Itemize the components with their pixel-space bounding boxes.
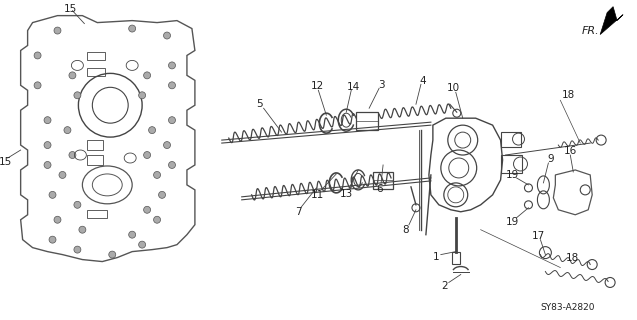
- Circle shape: [169, 82, 175, 89]
- Text: 12: 12: [311, 81, 324, 91]
- Circle shape: [143, 72, 150, 79]
- Text: 1: 1: [433, 252, 439, 261]
- Text: 7: 7: [295, 207, 302, 217]
- Text: 19: 19: [506, 170, 519, 180]
- Circle shape: [34, 52, 41, 59]
- Circle shape: [139, 92, 146, 99]
- Circle shape: [54, 27, 61, 34]
- Text: 14: 14: [347, 82, 360, 92]
- Bar: [87, 155, 103, 165]
- Bar: [501, 155, 522, 173]
- Circle shape: [164, 141, 171, 148]
- Text: 10: 10: [447, 83, 461, 93]
- Circle shape: [44, 162, 51, 168]
- Circle shape: [54, 216, 61, 223]
- Circle shape: [69, 152, 76, 158]
- Circle shape: [169, 62, 175, 69]
- Text: 13: 13: [340, 189, 353, 199]
- Text: 4: 4: [420, 76, 426, 86]
- Polygon shape: [600, 7, 623, 35]
- Text: FR.: FR.: [582, 26, 599, 36]
- Text: 6: 6: [376, 184, 382, 194]
- Circle shape: [143, 206, 150, 213]
- Circle shape: [129, 231, 136, 238]
- Bar: [452, 252, 460, 264]
- Bar: [373, 172, 393, 189]
- Circle shape: [34, 82, 41, 89]
- Circle shape: [74, 246, 81, 253]
- Text: 11: 11: [311, 190, 324, 200]
- Text: 9: 9: [547, 154, 554, 164]
- Bar: [87, 68, 105, 76]
- Circle shape: [139, 241, 146, 248]
- Text: 18: 18: [566, 252, 579, 263]
- Circle shape: [164, 32, 171, 39]
- Circle shape: [159, 191, 166, 198]
- Circle shape: [49, 191, 56, 198]
- Text: 19: 19: [506, 217, 519, 227]
- Text: 2: 2: [441, 282, 448, 292]
- Text: 15: 15: [0, 157, 12, 167]
- Circle shape: [44, 117, 51, 124]
- Circle shape: [154, 172, 161, 179]
- Text: 18: 18: [562, 90, 575, 100]
- Circle shape: [44, 141, 51, 148]
- Bar: [87, 140, 103, 150]
- Bar: [87, 52, 105, 60]
- Circle shape: [154, 216, 161, 223]
- Circle shape: [143, 152, 150, 158]
- Circle shape: [129, 25, 136, 32]
- Text: 3: 3: [378, 80, 384, 90]
- Text: 15: 15: [64, 4, 77, 14]
- Text: SY83-A2820: SY83-A2820: [540, 303, 594, 312]
- Text: 17: 17: [532, 231, 545, 241]
- Circle shape: [64, 127, 71, 134]
- Circle shape: [74, 201, 81, 208]
- Circle shape: [49, 236, 56, 243]
- Circle shape: [169, 117, 175, 124]
- Text: 8: 8: [403, 225, 410, 235]
- Text: 5: 5: [256, 99, 263, 109]
- Circle shape: [109, 251, 116, 258]
- Bar: [501, 132, 520, 147]
- Circle shape: [148, 127, 155, 134]
- Circle shape: [169, 162, 175, 168]
- Bar: [356, 112, 378, 130]
- Bar: [87, 210, 107, 218]
- Circle shape: [59, 172, 66, 179]
- Circle shape: [74, 92, 81, 99]
- Text: 16: 16: [564, 146, 577, 156]
- Circle shape: [69, 72, 76, 79]
- Circle shape: [79, 226, 86, 233]
